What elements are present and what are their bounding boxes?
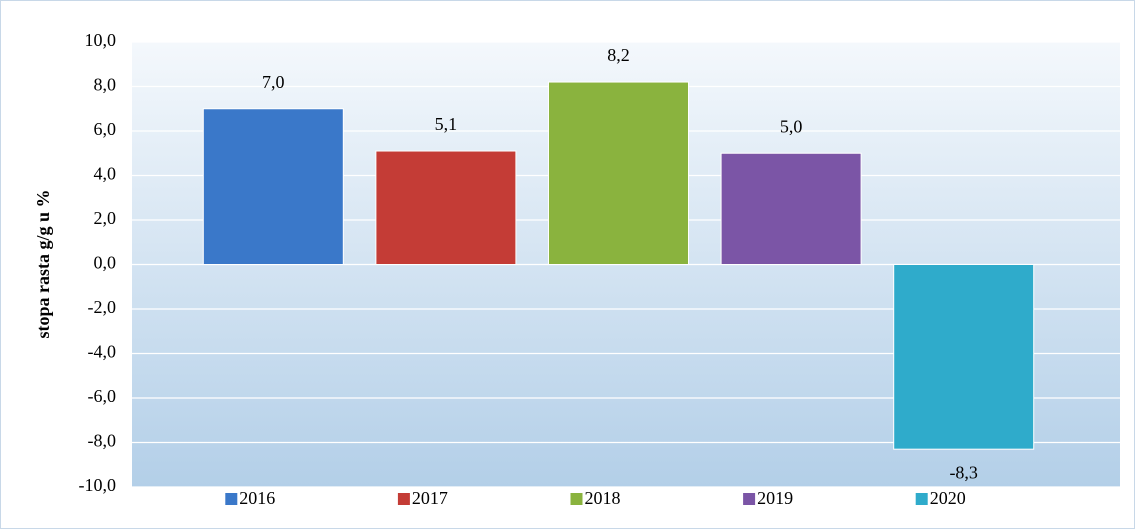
y-tick-label: 4,0 (94, 164, 117, 184)
y-tick-label: -8,0 (88, 431, 117, 451)
legend-label: 2020 (930, 488, 966, 508)
bar (375, 150, 517, 265)
y-tick-label: 0,0 (94, 253, 117, 273)
bar (548, 81, 689, 265)
legend-label: 2016 (239, 488, 275, 508)
y-tick-label: -4,0 (88, 342, 117, 362)
legend-swatch (570, 493, 583, 505)
bar (893, 264, 1035, 450)
bar (720, 152, 862, 265)
y-tick-label: 6,0 (94, 119, 117, 139)
data-label: 7,0 (262, 72, 285, 92)
data-label: 8,2 (607, 45, 630, 65)
y-tick-label: -6,0 (88, 386, 117, 406)
y-tick-label: 8,0 (94, 75, 117, 95)
y-tick-label: -2,0 (88, 297, 117, 317)
data-label: -8,3 (949, 462, 978, 482)
legend-swatch (915, 493, 928, 505)
data-label: 5,0 (780, 116, 803, 136)
legend-swatch (743, 493, 756, 505)
legend-swatch (397, 493, 410, 505)
bar (202, 108, 344, 265)
legend-label: 2017 (412, 488, 448, 508)
legend-label: 2019 (757, 488, 793, 508)
legend-label: 2018 (585, 488, 621, 508)
y-axis-label: stopa rasta g/g u % (33, 189, 53, 338)
y-tick-label: -10,0 (79, 475, 117, 495)
data-label: 5,1 (435, 114, 458, 134)
y-tick-label: 10,0 (85, 30, 117, 50)
y-tick-label: 2,0 (94, 208, 117, 228)
legend-swatch (225, 493, 238, 505)
